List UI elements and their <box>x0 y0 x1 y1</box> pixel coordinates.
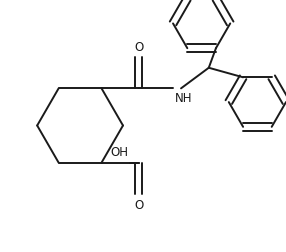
Text: OH: OH <box>111 146 129 159</box>
Text: O: O <box>134 40 143 53</box>
Text: NH: NH <box>174 92 192 105</box>
Text: O: O <box>134 199 143 212</box>
